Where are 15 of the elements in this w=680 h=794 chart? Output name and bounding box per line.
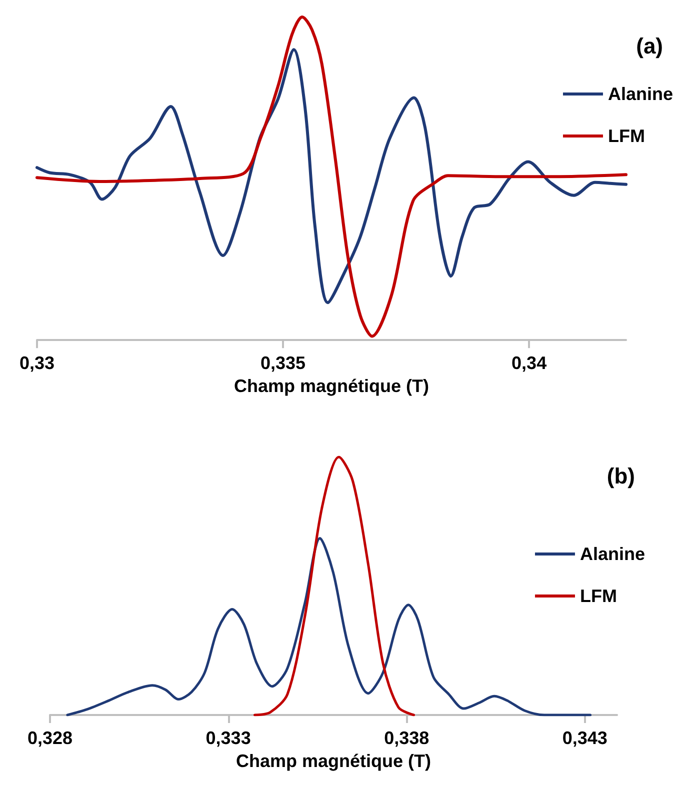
x-tick-label: 0,328 (27, 728, 73, 748)
x-tick-label: 0,34 (512, 353, 547, 374)
text: (a) (636, 34, 664, 58)
x-tick-label: 0,335 (260, 353, 306, 374)
legend-label: Alanine (608, 84, 674, 104)
legend-label: Alanine (580, 544, 646, 564)
chart-title: (b) (606, 464, 636, 488)
x-axis-title: Champ magnétique (T) (236, 750, 432, 771)
x-tick-label: 0,338 (384, 728, 430, 748)
legend-label: LFM (580, 586, 617, 606)
legend-label: LFM (608, 126, 645, 146)
x-tick-label: 0,333 (206, 728, 251, 748)
x-tick-label: 0,33 (19, 353, 55, 374)
x-tick-label: 0,343 (562, 728, 608, 748)
x-axis-title: Champ magnétique (T) (234, 376, 430, 396)
